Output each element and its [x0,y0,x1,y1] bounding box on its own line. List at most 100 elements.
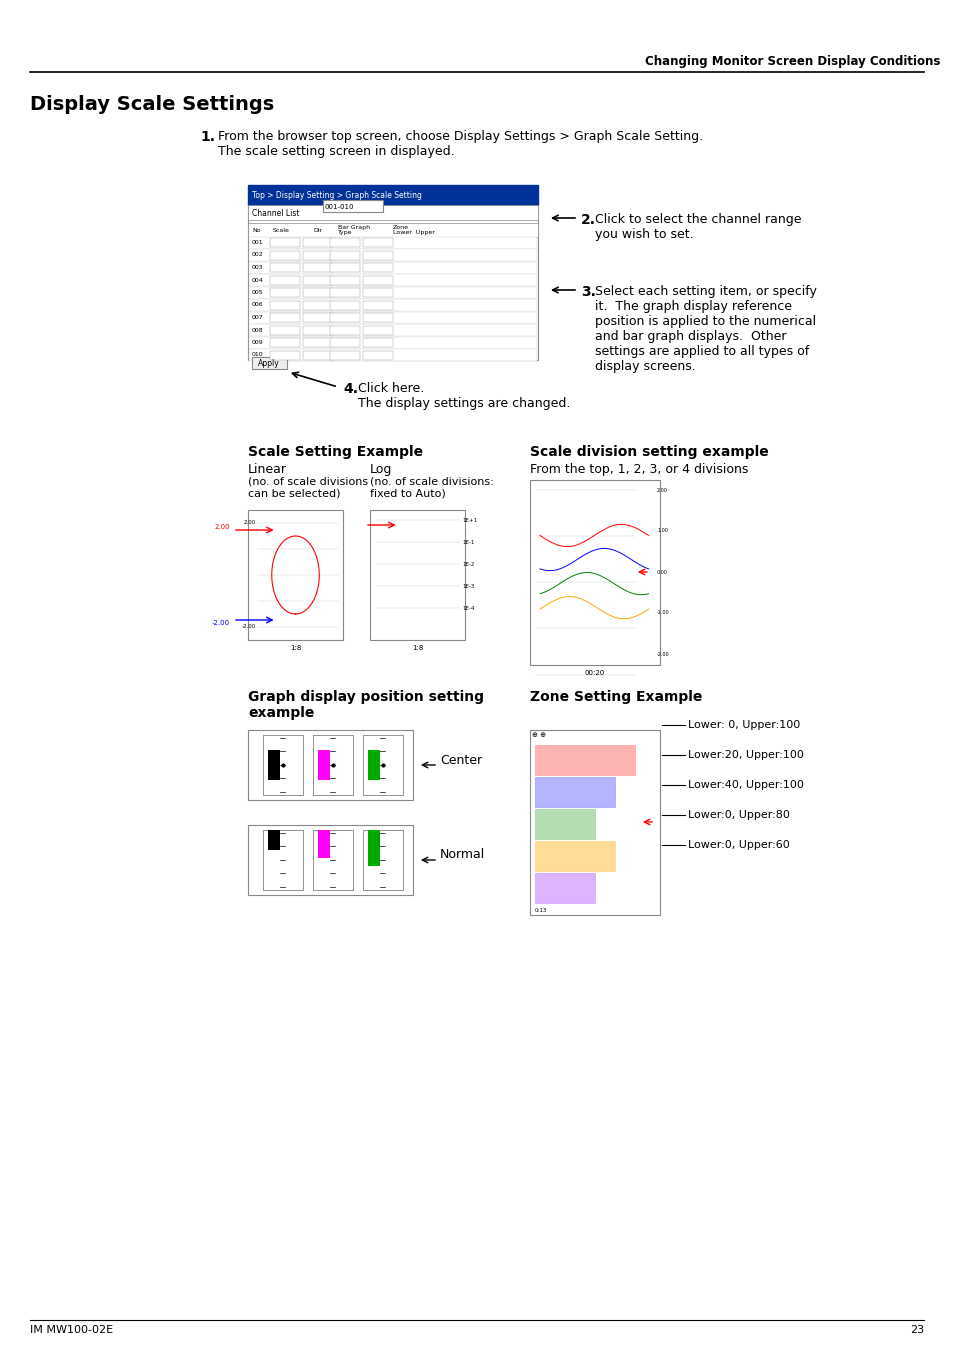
Text: 1E-3: 1E-3 [461,583,474,589]
Bar [270,325,299,335]
Text: Log: Log [370,463,392,477]
Bar [317,751,330,780]
Bar [330,351,359,359]
Bar [248,510,343,640]
Bar [323,200,382,212]
Text: 3.: 3. [580,285,596,298]
Text: 004: 004 [252,278,263,282]
Bar [248,730,413,801]
Bar [248,205,537,360]
Bar [313,830,353,890]
Bar [363,351,393,359]
Bar [249,236,537,248]
Bar [270,313,299,323]
Bar [368,751,379,780]
Text: Normal: Normal [439,849,485,861]
Bar [330,263,359,271]
Bar [363,251,393,259]
Bar [249,262,537,274]
Text: 1:8: 1:8 [412,645,423,651]
Text: 2.: 2. [580,213,596,227]
Bar [303,288,333,297]
Bar [248,223,537,238]
Bar [313,734,353,795]
Bar [363,263,393,271]
Text: 005: 005 [252,290,263,296]
Text: Scale division setting example: Scale division setting example [530,446,768,459]
Text: Apply: Apply [258,359,279,367]
Text: -2.00: -2.00 [241,625,255,629]
Text: From the browser top screen, choose Display Settings > Graph Scale Setting.
The : From the browser top screen, choose Disp… [218,130,702,158]
Bar [270,301,299,309]
Bar [249,350,537,360]
Text: -2.00: -2.00 [657,652,669,657]
Text: 1:8: 1:8 [290,645,301,651]
Bar [303,338,333,347]
Bar [303,238,333,247]
Bar [249,324,537,336]
Bar [330,288,359,297]
Bar [330,325,359,335]
Bar [263,734,303,795]
Bar [330,275,359,285]
Text: 1.00: 1.00 [657,528,667,533]
Bar [303,325,333,335]
Text: IM MW100-02E: IM MW100-02E [30,1324,113,1335]
Bar [270,288,299,297]
Bar [270,263,299,271]
Bar [535,745,635,775]
Bar [530,481,659,666]
Text: Click here.
The display settings are changed.: Click here. The display settings are cha… [357,382,570,410]
Text: (no. of scale divisions:
fixed to Auto): (no. of scale divisions: fixed to Auto) [370,477,494,498]
Text: 001: 001 [252,240,263,244]
Bar [363,325,393,335]
Text: 00:20: 00:20 [584,670,604,676]
Text: Lower: 0, Upper:100: Lower: 0, Upper:100 [687,720,800,730]
Bar [368,830,379,865]
Bar [535,841,615,871]
Text: Changing Monitor Screen Display Conditions: Changing Monitor Screen Display Conditio… [644,55,939,68]
Bar [330,251,359,259]
Bar [249,274,537,286]
Bar [303,351,333,359]
Text: (no. of scale divisions
can be selected): (no. of scale divisions can be selected) [248,477,368,498]
Bar [268,751,280,780]
Text: 007: 007 [252,315,263,320]
Text: Graph display position setting
example: Graph display position setting example [248,690,483,720]
Text: Channel List: Channel List [252,208,299,217]
Text: Zone Setting Example: Zone Setting Example [530,690,701,703]
Text: Lower:20, Upper:100: Lower:20, Upper:100 [687,751,803,760]
Bar [330,238,359,247]
Bar [270,275,299,285]
Bar [268,830,280,850]
Bar [249,248,537,261]
Bar [303,313,333,323]
Bar [303,263,333,271]
Text: Click to select the channel range
you wish to set.: Click to select the channel range you wi… [595,213,801,242]
Text: -2.00: -2.00 [212,620,230,626]
Bar [330,313,359,323]
Bar [363,313,393,323]
Bar [270,338,299,347]
Bar [252,356,287,369]
Bar [249,312,537,324]
Text: 0:13: 0:13 [535,907,547,913]
Bar [363,275,393,285]
Bar [248,205,537,220]
Text: Linear: Linear [248,463,287,477]
Text: Dir: Dir [313,228,322,232]
Bar [249,286,537,298]
Text: 002: 002 [252,252,263,258]
Bar [303,251,333,259]
Bar [330,338,359,347]
Text: 009: 009 [252,340,263,346]
Bar [249,336,537,348]
Bar [249,298,537,311]
Text: ⊕ ⊕: ⊕ ⊕ [532,732,545,738]
Text: 1E+1: 1E+1 [461,517,476,522]
Bar [363,338,393,347]
Text: Scale Setting Example: Scale Setting Example [248,446,423,459]
Text: From the top, 1, 2, 3, or 4 divisions: From the top, 1, 2, 3, or 4 divisions [530,463,747,477]
Text: 1E-2: 1E-2 [461,562,474,567]
Bar [530,730,659,915]
